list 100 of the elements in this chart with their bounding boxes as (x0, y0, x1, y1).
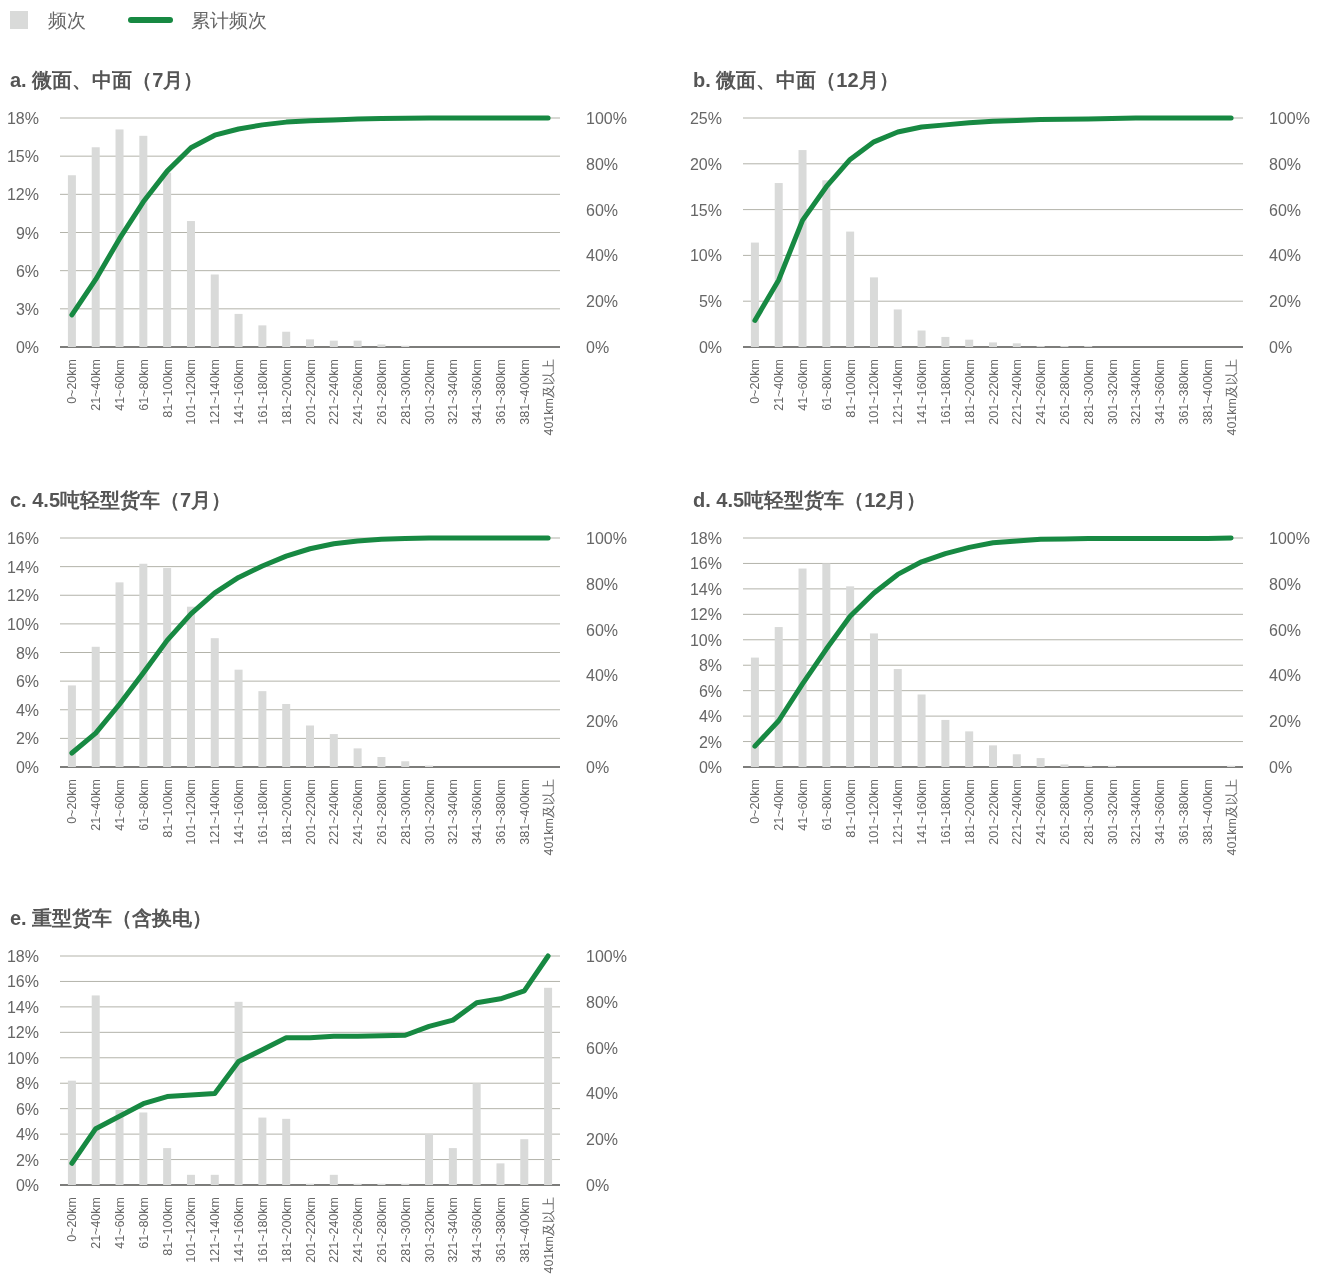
bar (472, 1083, 481, 1185)
bar (163, 568, 172, 767)
x-tick-label: 401km及以上 (1224, 359, 1239, 436)
x-tick-label: 381~400km (517, 779, 532, 845)
y-tick-label: 12% (6, 1024, 39, 1042)
x-tick-label: 361~380km (493, 359, 508, 425)
x-tick-label: 201~220km (303, 1197, 318, 1263)
bar (186, 606, 195, 767)
bar (115, 129, 124, 347)
x-tick-label: 121~140km (208, 779, 223, 845)
y-tick-label: 5% (698, 293, 722, 311)
x-tick-label: 161~180km (255, 1197, 270, 1263)
y2-tick-label: 40% (1269, 247, 1302, 265)
bar (282, 1118, 291, 1185)
bar (917, 330, 926, 347)
x-tick-label: 261~280km (374, 1197, 389, 1263)
y-tick-label: 9% (15, 224, 39, 242)
y2-tick-label: 0% (586, 759, 610, 776)
bar (163, 172, 172, 347)
bar (139, 563, 148, 767)
x-tick-label: 141~160km (915, 359, 930, 425)
x-tick-label: 381~400km (517, 1197, 532, 1263)
bar (750, 242, 759, 347)
bar (91, 995, 100, 1185)
y-tick-label: 16% (689, 555, 722, 573)
x-tick-label: 261~280km (1057, 779, 1072, 845)
legend-label: 累计频次 (191, 10, 267, 31)
x-tick-label: 221~240km (327, 359, 342, 425)
y-tick-label: 6% (15, 1100, 39, 1118)
x-tick-label: 381~400km (1200, 359, 1215, 425)
y-tick-label: 3% (15, 300, 39, 318)
bar (496, 1163, 505, 1185)
bar (139, 1112, 148, 1185)
bar (941, 719, 950, 767)
y-tick-label: 6% (698, 682, 722, 700)
y-tick-label: 25% (689, 110, 722, 127)
x-tick-label: 321~340km (446, 1197, 461, 1263)
bar (846, 586, 855, 767)
x-tick-label: 361~380km (493, 1197, 508, 1263)
y-tick-label: 12% (689, 606, 722, 624)
bar (329, 1174, 338, 1185)
y2-tick-label: 20% (1269, 713, 1302, 731)
y-tick-label: 15% (6, 148, 39, 166)
y-tick-label: 15% (689, 201, 722, 219)
x-tick-label: 381~400km (517, 359, 532, 425)
x-tick-label: 301~320km (422, 779, 437, 845)
y2-tick-label: 40% (586, 667, 619, 685)
x-tick-label: 141~160km (915, 779, 930, 845)
y-tick-label: 10% (689, 631, 722, 649)
x-tick-label: 101~120km (184, 779, 199, 845)
x-tick-label: 321~340km (1129, 359, 1144, 425)
bar (306, 339, 314, 347)
x-tick-label: 361~380km (1176, 359, 1191, 425)
y-tick-label: 18% (6, 948, 39, 965)
bar (353, 748, 362, 767)
x-tick-label: 221~240km (327, 779, 342, 845)
x-tick-label: 341~360km (470, 779, 485, 845)
y2-tick-label: 100% (1269, 530, 1310, 547)
y-tick-label: 8% (15, 1075, 39, 1093)
bar (282, 331, 291, 347)
bar (798, 568, 807, 767)
chart-title: a. 微面、中面（7月） (10, 69, 204, 91)
x-tick-label: 281~300km (1081, 359, 1096, 425)
y2-tick-label: 0% (586, 339, 610, 356)
x-tick-label: 201~220km (986, 779, 1001, 845)
bar (1012, 343, 1021, 347)
x-tick-label: 401km及以上 (1224, 779, 1239, 856)
y2-tick-label: 100% (1269, 110, 1310, 127)
x-tick-label: 241~260km (351, 1197, 366, 1263)
x-tick-label: 161~180km (938, 359, 953, 425)
x-tick-label: 0~20km (65, 779, 80, 824)
x-tick-label: 101~120km (867, 779, 882, 845)
bar (258, 1117, 267, 1185)
x-tick-label: 101~120km (184, 359, 199, 425)
bar (91, 646, 100, 767)
bar (989, 745, 997, 767)
x-tick-label: 281~300km (398, 779, 413, 845)
bar (822, 563, 831, 767)
bar (282, 704, 291, 767)
bar (115, 1109, 124, 1185)
y2-tick-label: 80% (586, 155, 619, 173)
x-tick-label: 21~40km (772, 359, 787, 411)
x-tick-label: 221~240km (1010, 779, 1025, 845)
x-tick-label: 41~60km (796, 359, 811, 411)
bar (869, 277, 878, 347)
y2-tick-label: 60% (586, 201, 619, 219)
x-tick-label: 181~200km (962, 359, 977, 425)
x-tick-label: 81~100km (843, 779, 858, 838)
bar (186, 1174, 195, 1185)
bar (448, 1148, 457, 1185)
y-tick-label: 6% (15, 262, 39, 280)
x-tick-label: 241~260km (1034, 779, 1049, 845)
bar (822, 180, 831, 347)
x-tick-label: 201~220km (303, 779, 318, 845)
bar (67, 175, 76, 347)
bar (186, 221, 195, 347)
bar (163, 1148, 172, 1185)
y-tick-label: 14% (6, 558, 39, 576)
y-tick-label: 6% (15, 673, 39, 691)
bar (869, 633, 878, 767)
